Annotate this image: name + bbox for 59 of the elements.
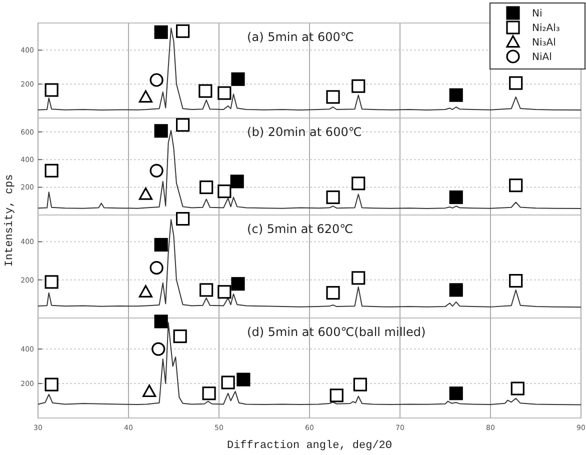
point (202, 386, 216, 400)
point (200, 180, 214, 194)
point (231, 72, 245, 86)
point (326, 90, 340, 104)
point (352, 271, 366, 285)
legend-label: Ni₂Al₃ (532, 23, 560, 34)
point (44, 164, 58, 178)
point (154, 238, 168, 252)
point (138, 285, 152, 298)
point (449, 190, 463, 204)
point (150, 164, 164, 178)
point (236, 372, 250, 386)
point (44, 83, 58, 97)
legend-label: NiAl (532, 52, 552, 63)
point (330, 388, 344, 402)
legend-label: Ni₃Al (532, 38, 556, 48)
y-axis-title: Intensity, cps (4, 174, 16, 267)
point (218, 86, 232, 100)
text: (a) 5min at 600℃ (247, 30, 354, 44)
legend-label: Ni (532, 8, 542, 20)
point (352, 79, 366, 93)
point (326, 286, 340, 300)
point (221, 376, 235, 390)
point (218, 285, 232, 299)
point (449, 283, 463, 297)
point (154, 314, 168, 328)
point (176, 118, 190, 132)
point (198, 84, 212, 98)
point (44, 378, 58, 392)
point (509, 274, 523, 288)
point (152, 342, 166, 356)
point (449, 386, 463, 400)
x-axis-title: Diffraction angle, deg/2Θ (226, 440, 392, 452)
text: (b) 20min at 600℃ (247, 125, 362, 139)
point (510, 382, 524, 396)
point (138, 90, 152, 103)
point (154, 25, 168, 39)
point (173, 329, 187, 344)
point (176, 24, 190, 38)
point (218, 184, 232, 198)
point (150, 261, 164, 275)
point (200, 283, 214, 297)
text: (d) 5min at 600℃(ball milled) (247, 325, 426, 339)
point (44, 275, 58, 289)
point (449, 88, 463, 102)
point (150, 73, 164, 87)
point (509, 178, 523, 192)
line-series (38, 219, 582, 308)
point (326, 190, 340, 204)
point (352, 176, 366, 190)
point (353, 378, 367, 392)
point (176, 212, 190, 226)
point (154, 124, 168, 138)
point (509, 76, 523, 90)
point (142, 384, 156, 398)
point (230, 174, 244, 188)
text: (c) 5min at 620℃ (247, 222, 354, 236)
point (231, 277, 245, 291)
point (138, 187, 152, 200)
